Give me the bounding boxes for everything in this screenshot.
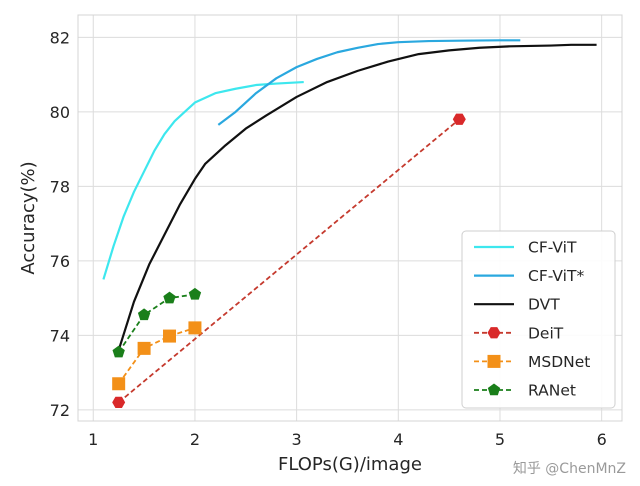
x-tick-label: 2 <box>190 430 200 449</box>
msdnet-marker <box>188 321 202 335</box>
ranet-marker <box>112 345 125 358</box>
msdnet-marker <box>137 341 151 355</box>
msdnet-marker <box>163 329 177 343</box>
deit-line <box>118 118 460 404</box>
x-tick-label: 3 <box>292 430 302 449</box>
deit-marker <box>452 113 466 125</box>
y-tick-label: 72 <box>50 401 70 420</box>
x-tick-label: 4 <box>393 430 403 449</box>
y-tick-label: 76 <box>50 252 70 271</box>
msdnet-marker <box>112 377 126 391</box>
legend-msdnet-label: MSDNet <box>528 353 590 371</box>
ranet-marker <box>163 291 176 304</box>
legend-cf-vit-label: CF-ViT <box>528 239 577 257</box>
ranet-marker <box>188 287 202 300</box>
legend-ranet-label: RANet <box>528 382 576 400</box>
msdnet-line <box>117 327 196 385</box>
legend-ranet-marker <box>487 383 501 396</box>
deit-marker <box>112 396 126 409</box>
ranet-line <box>117 293 196 353</box>
ranet-marker <box>137 308 151 321</box>
x-tick-label: 1 <box>88 430 98 449</box>
dvt-line <box>117 43 597 351</box>
y-tick-label: 74 <box>50 326 70 345</box>
legend-deit-marker <box>487 327 501 339</box>
y-axis-label: Accuracy(%) <box>18 161 39 274</box>
legend: CF-ViT CF-ViT* DVT DeiT MSDNet RANet <box>461 230 616 409</box>
series-lines <box>102 39 597 404</box>
y-tick-labels: 72 74 76 78 80 82 <box>50 28 70 419</box>
watermark: 知乎 @ChenMnZ <box>512 461 626 477</box>
legend-msdnet-marker <box>487 354 501 368</box>
y-tick-label: 82 <box>50 28 70 47</box>
cf-vit-line <box>102 80 304 280</box>
legend-cf-vit-label: CF-ViT* <box>528 267 584 285</box>
x-tick-label: 5 <box>495 430 505 449</box>
x-tick-label: 6 <box>597 430 607 449</box>
plot-frame <box>77 14 623 422</box>
x-axis-label: FLOPs(G)/image <box>278 454 422 475</box>
legend-deit-label: DeiT <box>528 324 564 342</box>
legend-dvt-label: DVT <box>528 296 560 314</box>
series-markers <box>112 113 466 409</box>
y-tick-label: 80 <box>50 103 70 122</box>
x-tick-labels: 1 2 3 4 5 6 <box>88 430 607 449</box>
cf-vit-line <box>217 39 521 126</box>
y-tick-label: 78 <box>50 177 70 196</box>
